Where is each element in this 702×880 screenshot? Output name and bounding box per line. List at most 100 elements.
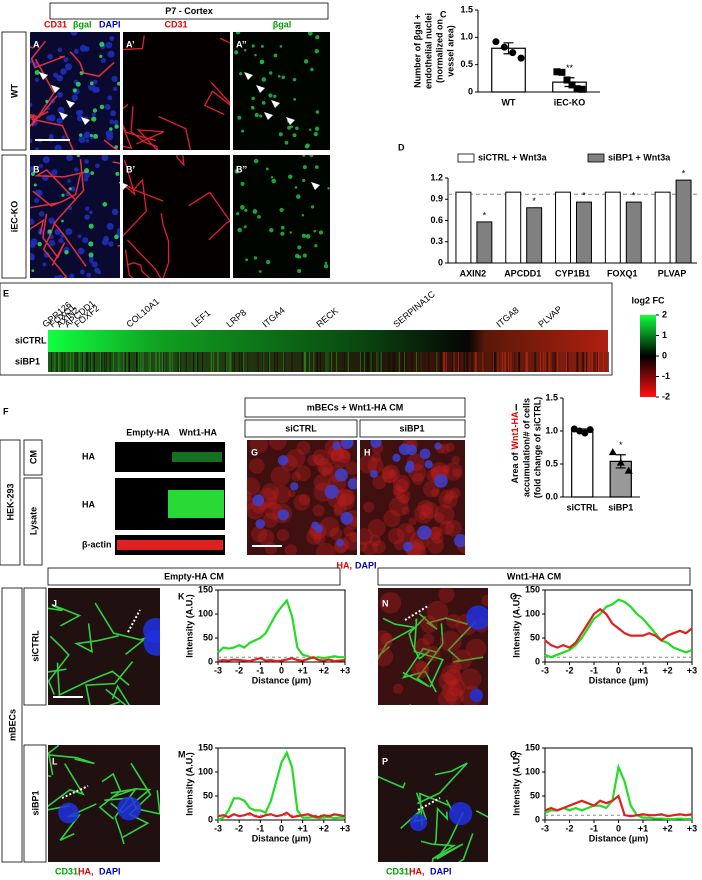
vessel [378,775,406,789]
ha-haze [445,442,455,452]
cell-dot [76,114,84,122]
ha-haze [343,531,357,551]
ha-haze [449,487,461,499]
heatmap-texture [370,352,372,372]
cell-dot [88,223,94,229]
vessel [123,159,136,196]
cell-dot [68,187,72,191]
cell-dot [332,441,341,450]
vessel [401,647,437,693]
cell-dot [43,251,50,258]
vessel [418,792,454,826]
heatmap-texture [503,352,505,372]
ha-haze [349,532,357,543]
stain-label: CD31, [55,866,81,876]
channel-label: βgal [73,19,92,29]
heatmap-texture [494,352,496,372]
cell-dot [347,478,357,490]
ha-haze [444,462,463,481]
y-tick-label: 0 [208,656,213,666]
cell-dot [292,133,297,138]
heatmap-texture [230,352,232,372]
cell-dot [105,41,113,49]
heatmap-texture [274,352,276,372]
ha-haze [367,519,386,537]
cell-dot [257,214,261,219]
ha-haze [433,512,445,523]
heatmap-texture [367,352,369,372]
x-tick-label: APCDD1 [504,268,541,278]
vessel [126,262,151,278]
data-point [558,68,566,76]
cell-dot [279,45,283,48]
ha-haze [318,461,334,477]
heatmap-texture [405,352,407,372]
cell-dot [78,109,84,115]
vessel [378,617,418,661]
cell-dot [273,94,277,98]
ha-haze [360,527,373,546]
heatmap-texture [471,352,473,372]
ha-haze [306,528,322,545]
ha-haze [401,506,410,515]
ha-haze [367,457,384,474]
cell-dot [99,54,103,59]
series-line [544,763,692,821]
cell-dot [243,225,247,229]
heatmap-texture [264,352,266,372]
cell-dot [60,68,67,75]
ha-haze [327,445,344,461]
bar [604,191,621,264]
heatmap-texture [109,352,111,372]
significance-label: * [632,190,636,200]
heatmap-texture [117,352,119,372]
cell-dot [79,44,87,52]
heatmap-texture [66,352,68,372]
cell-dot [304,144,309,149]
cell-dot [89,210,93,215]
cell-dot [93,133,99,139]
cell-dot [297,255,302,259]
cell-dot [404,463,415,473]
cell-dot [310,67,314,72]
cell-dot [104,104,111,110]
micrograph [48,588,160,705]
panel-header: mBECs + Wnt1-HA CM [307,402,403,412]
cell-dot [294,186,298,189]
ha-haze [408,517,417,526]
heatmap-texture [158,352,160,372]
cell-dot [265,167,269,171]
heatmap-texture [343,352,345,372]
ha-haze [247,491,253,503]
cell-dot [61,193,65,197]
cell-dot [34,69,40,75]
y-axis-label: Intensity (A.U.) [511,752,521,816]
cell-dot [240,205,245,210]
cell-dot [77,247,85,255]
data-point [624,466,633,474]
data-point [517,54,525,62]
heatmap-texture [155,352,157,372]
label-box [23,587,47,706]
heatmap-texture [136,352,138,372]
cell-dot [114,145,118,149]
ha-haze [247,477,261,496]
cell-dot [295,194,301,199]
cell-dot [117,796,142,821]
ha-haze [441,664,461,685]
x-tick-label: +3 [340,823,350,833]
band [172,452,222,462]
cell-dot [314,49,320,54]
vessel [434,806,449,845]
band-label: HA [82,451,95,461]
panel-header: Wnt1-HA CM [507,571,561,581]
cell-dot [99,41,105,47]
ha-haze [284,544,297,555]
heatmap-texture [444,352,446,372]
vessel [124,249,134,278]
panel-letter: M [178,749,186,759]
ha-haze [378,647,394,667]
ha-haze [295,465,312,482]
cell-dot [253,158,259,164]
data-point [570,425,578,433]
